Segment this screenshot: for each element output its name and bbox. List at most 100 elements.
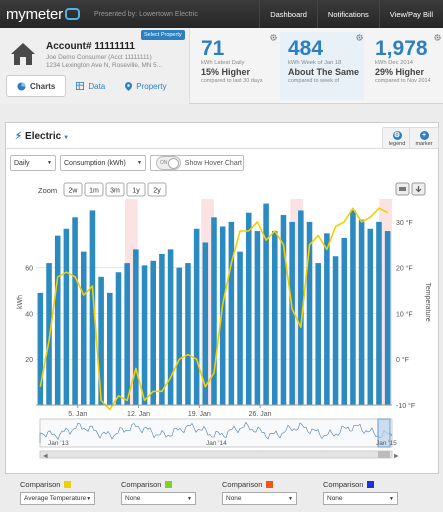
stat-comparison: 15% Higher — [201, 67, 251, 77]
account-info: Select Property Account# 11111111 Joe De… — [0, 28, 190, 104]
consumption-bar — [141, 265, 148, 405]
comparison-color-swatch — [266, 481, 274, 488]
stat-value: 1,978 — [375, 37, 428, 60]
consumption-bar — [89, 210, 96, 405]
comparison-3: Comparison None ▼ — [222, 480, 327, 505]
tab-property-label: Property — [136, 81, 167, 91]
select-property-button[interactable]: Select Property — [141, 30, 185, 40]
legend-button[interactable]: ⚙ legend — [382, 127, 412, 149]
navigator-area — [39, 418, 393, 448]
app-logo[interactable]: mymeter — [6, 5, 63, 23]
zoom-button-1y[interactable] — [126, 182, 146, 197]
x-tick-label: 26. Jan — [249, 411, 272, 418]
zoom-button-2y[interactable] — [147, 182, 167, 197]
consumption-bar — [228, 221, 235, 405]
stat-footnote: compared to last 30 days — [201, 78, 263, 84]
hover-chart-toggle[interactable]: ON — [156, 156, 181, 170]
comparison-color-swatch — [165, 481, 173, 488]
zoom-button-2w[interactable] — [63, 182, 83, 197]
stat-comparison: About The Same — [288, 67, 360, 77]
consumption-bar — [107, 292, 113, 405]
stat-latest-daily: 71 kWh Latest Daily 15% Higher compared … — [193, 32, 277, 100]
gear-icon[interactable] — [270, 34, 277, 41]
account-header: Select Property Account# 11111111 Joe De… — [0, 28, 443, 104]
zoom-button-label: 3m — [110, 188, 120, 195]
plus-icon: + — [419, 131, 429, 140]
measure-value: Consumption (kWh) — [64, 159, 126, 167]
comparison-select[interactable]: None ▼ — [121, 492, 196, 505]
zoom-button-1m[interactable] — [84, 182, 104, 197]
pie-chart-icon — [17, 81, 26, 91]
consumption-bar — [176, 267, 183, 405]
consumption-bar — [237, 251, 243, 405]
navigator-selection — [377, 418, 391, 448]
consumption-bar — [150, 260, 156, 405]
interval-select[interactable]: Daily ▼ — [10, 155, 56, 171]
consumption-bar — [219, 226, 226, 405]
navigator-tick-label: Jan '13 — [48, 440, 69, 447]
consumption-bar — [159, 253, 165, 405]
y2-tick-label: 0 °F — [396, 356, 409, 364]
stat-subtitle: kWh Week of Jan 18 — [288, 60, 342, 66]
consumption-bar — [254, 231, 261, 405]
consumption-bar — [332, 256, 339, 405]
consumption-bar — [341, 237, 348, 405]
comparison-select[interactable]: None ▼ — [323, 492, 398, 505]
utility-title: Electric — [25, 131, 62, 142]
zoom-button-3m[interactable] — [105, 182, 125, 197]
x-tick-label: 12. Jan — [127, 411, 150, 418]
toggle-state: ON — [160, 160, 168, 166]
y-tick-label: 20 — [25, 357, 33, 364]
comparison-label: Comparison — [323, 480, 364, 489]
consumption-bar — [37, 292, 44, 405]
gear-icon[interactable] — [434, 34, 441, 41]
comparison-label: Comparison — [20, 480, 61, 489]
stat-subtitle: kWh Dec 2014 — [375, 60, 414, 66]
tab-charts[interactable]: Charts — [6, 75, 67, 97]
y2-axis-label: Temperature — [424, 282, 431, 321]
download-icon-glyph — [415, 186, 422, 193]
nav-view-pay-bill[interactable]: View/Pay Bill — [378, 0, 443, 28]
interval-value: Daily — [14, 159, 30, 167]
consumption-bar — [280, 215, 287, 405]
logo-cloud-icon — [64, 8, 80, 20]
consumption-bar — [202, 242, 209, 405]
comparison-select[interactable]: None ▼ — [222, 492, 297, 505]
stat-comparison: 29% Higher — [375, 67, 425, 77]
marker-button[interactable]: + marker — [409, 127, 439, 149]
zoom-button-label: 1y — [132, 188, 140, 195]
gear-icon: ⚙ — [392, 131, 402, 140]
y2-tick-label: -10 °F — [396, 402, 415, 410]
nav-notifications[interactable]: Notifications — [316, 0, 379, 28]
navigator-tick-label: Jan '15 — [376, 440, 397, 447]
scroll-right-icon: ▶ — [394, 453, 399, 460]
y2-tick-label: 10 °F — [396, 310, 413, 318]
comparison-color-swatch — [367, 481, 375, 488]
stat-value: 484 — [288, 37, 324, 60]
comparison-select[interactable]: Average Temperature ▼ — [20, 492, 95, 505]
navigator-scrollbar[interactable] — [39, 450, 393, 459]
tab-data[interactable]: Data — [66, 75, 115, 97]
print-icon-glyph — [399, 187, 406, 191]
chart-controls: Daily ▼ Consumption (kWh) ▼ ON Show Hover … — [10, 153, 248, 173]
scroll-left-icon: ◀ — [43, 453, 48, 460]
consumption-bar — [54, 235, 61, 405]
consumption-bar — [324, 233, 330, 405]
consumption-bar — [245, 212, 252, 405]
tab-property[interactable]: Property — [115, 75, 176, 97]
consumption-bar — [376, 221, 382, 405]
top-nav: Dashboard Notifications View/Pay Bill — [259, 0, 443, 28]
navigator-line — [39, 421, 393, 443]
measure-select[interactable]: Consumption (kWh) ▼ — [60, 155, 146, 171]
house-icon — [11, 43, 35, 65]
stat-footnote: compared to Nov 2014 — [375, 78, 431, 84]
gear-icon[interactable] — [356, 34, 363, 41]
utility-selector[interactable]: ⚡︎ Electric ▼ — [15, 131, 69, 142]
chart-panel: ⚡︎ Electric ▼ ⚙ legend + marker Daily ▼ Con… — [5, 122, 439, 474]
consumption-bar — [133, 249, 139, 405]
chevron-down-icon: ▼ — [63, 135, 70, 141]
chevron-down-icon: ▼ — [47, 160, 52, 166]
stat-footnote: compared to week of — [288, 78, 340, 84]
comparison-value: None — [125, 495, 141, 502]
nav-dashboard[interactable]: Dashboard — [259, 0, 317, 28]
